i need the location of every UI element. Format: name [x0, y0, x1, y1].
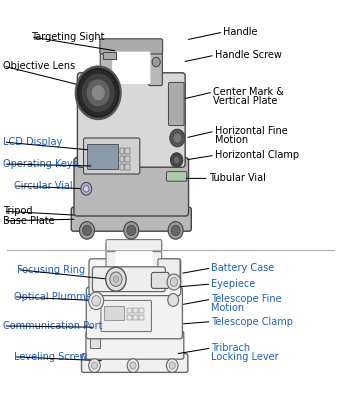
- Bar: [139, 315, 144, 320]
- Circle shape: [173, 133, 182, 143]
- Text: Leveling Screw: Leveling Screw: [14, 352, 87, 362]
- Text: Tripod: Tripod: [3, 206, 33, 216]
- Text: Vertical Plate: Vertical Plate: [213, 96, 278, 106]
- Text: Targeting Sight: Targeting Sight: [31, 32, 104, 42]
- Text: Objective Lens: Objective Lens: [3, 61, 76, 71]
- Text: Horizontal Fine: Horizontal Fine: [215, 126, 287, 136]
- Text: Telescope Fine: Telescope Fine: [211, 294, 282, 304]
- FancyBboxPatch shape: [106, 240, 162, 252]
- Circle shape: [169, 362, 175, 369]
- FancyBboxPatch shape: [89, 259, 181, 296]
- Circle shape: [170, 278, 178, 286]
- FancyBboxPatch shape: [86, 287, 182, 339]
- FancyBboxPatch shape: [101, 300, 151, 332]
- FancyBboxPatch shape: [77, 73, 185, 167]
- Text: Telescope Clamp: Telescope Clamp: [211, 317, 293, 326]
- Text: Eyepiece: Eyepiece: [211, 279, 256, 289]
- Text: Battery Case: Battery Case: [211, 263, 275, 273]
- Text: Base Plate: Base Plate: [3, 216, 55, 226]
- Circle shape: [87, 80, 109, 106]
- FancyBboxPatch shape: [148, 242, 162, 269]
- FancyBboxPatch shape: [151, 272, 169, 288]
- FancyBboxPatch shape: [158, 259, 180, 286]
- Text: Horizontal Clamp: Horizontal Clamp: [215, 150, 299, 160]
- Bar: [120, 148, 124, 154]
- Circle shape: [89, 359, 100, 372]
- FancyBboxPatch shape: [106, 242, 121, 269]
- Circle shape: [84, 186, 89, 192]
- Text: Center Mark &: Center Mark &: [213, 87, 284, 97]
- FancyBboxPatch shape: [100, 39, 163, 54]
- FancyBboxPatch shape: [116, 249, 152, 267]
- Text: Circular Vial: Circular Vial: [14, 181, 72, 191]
- Circle shape: [170, 129, 185, 147]
- Bar: [90, 338, 100, 348]
- FancyBboxPatch shape: [100, 44, 114, 86]
- FancyBboxPatch shape: [81, 354, 188, 372]
- Bar: [104, 306, 124, 320]
- Bar: [87, 144, 118, 169]
- Bar: [103, 52, 116, 59]
- FancyBboxPatch shape: [84, 138, 140, 174]
- Circle shape: [152, 57, 160, 67]
- Text: Communication Port: Communication Port: [3, 321, 103, 331]
- Bar: [139, 308, 144, 313]
- FancyBboxPatch shape: [74, 158, 189, 216]
- Circle shape: [78, 69, 119, 117]
- Text: Motion: Motion: [211, 303, 244, 313]
- Text: Optical Plummet: Optical Plummet: [14, 292, 95, 302]
- FancyBboxPatch shape: [112, 52, 150, 84]
- Text: Operating Keys: Operating Keys: [3, 159, 78, 169]
- Bar: [125, 156, 130, 162]
- Text: Handle Screw: Handle Screw: [215, 50, 282, 60]
- Text: Handle: Handle: [223, 27, 258, 37]
- FancyBboxPatch shape: [168, 82, 184, 126]
- Circle shape: [83, 74, 114, 111]
- Circle shape: [91, 362, 98, 369]
- Circle shape: [124, 222, 139, 239]
- Circle shape: [81, 182, 92, 195]
- Bar: [127, 315, 132, 320]
- FancyBboxPatch shape: [86, 331, 184, 359]
- Circle shape: [92, 86, 104, 100]
- Bar: [133, 308, 138, 313]
- Bar: [125, 164, 130, 170]
- Text: Locking Lever: Locking Lever: [211, 352, 279, 362]
- Text: LCD Display: LCD Display: [3, 137, 63, 147]
- Circle shape: [170, 153, 183, 167]
- Circle shape: [113, 276, 119, 282]
- Circle shape: [110, 272, 122, 286]
- Bar: [125, 148, 130, 154]
- Circle shape: [83, 225, 91, 236]
- Text: Tribrach: Tribrach: [211, 343, 251, 353]
- Text: Motion: Motion: [215, 135, 248, 145]
- FancyBboxPatch shape: [71, 207, 191, 231]
- Circle shape: [89, 292, 104, 310]
- Text: Focusing Ring: Focusing Ring: [17, 265, 85, 274]
- Bar: [133, 315, 138, 320]
- Circle shape: [173, 156, 180, 164]
- Circle shape: [79, 222, 94, 239]
- Circle shape: [130, 362, 136, 369]
- Circle shape: [167, 274, 181, 290]
- Circle shape: [171, 225, 180, 236]
- Bar: [127, 308, 132, 313]
- Circle shape: [92, 296, 101, 306]
- Bar: [120, 156, 124, 162]
- Circle shape: [168, 294, 179, 306]
- FancyBboxPatch shape: [149, 44, 162, 86]
- Circle shape: [127, 225, 136, 236]
- Circle shape: [166, 359, 178, 372]
- Circle shape: [127, 359, 139, 372]
- Bar: [120, 164, 124, 170]
- FancyBboxPatch shape: [92, 267, 165, 292]
- Circle shape: [168, 222, 183, 239]
- Circle shape: [106, 267, 126, 291]
- Text: Tubular Vial: Tubular Vial: [209, 173, 266, 183]
- FancyBboxPatch shape: [166, 172, 187, 181]
